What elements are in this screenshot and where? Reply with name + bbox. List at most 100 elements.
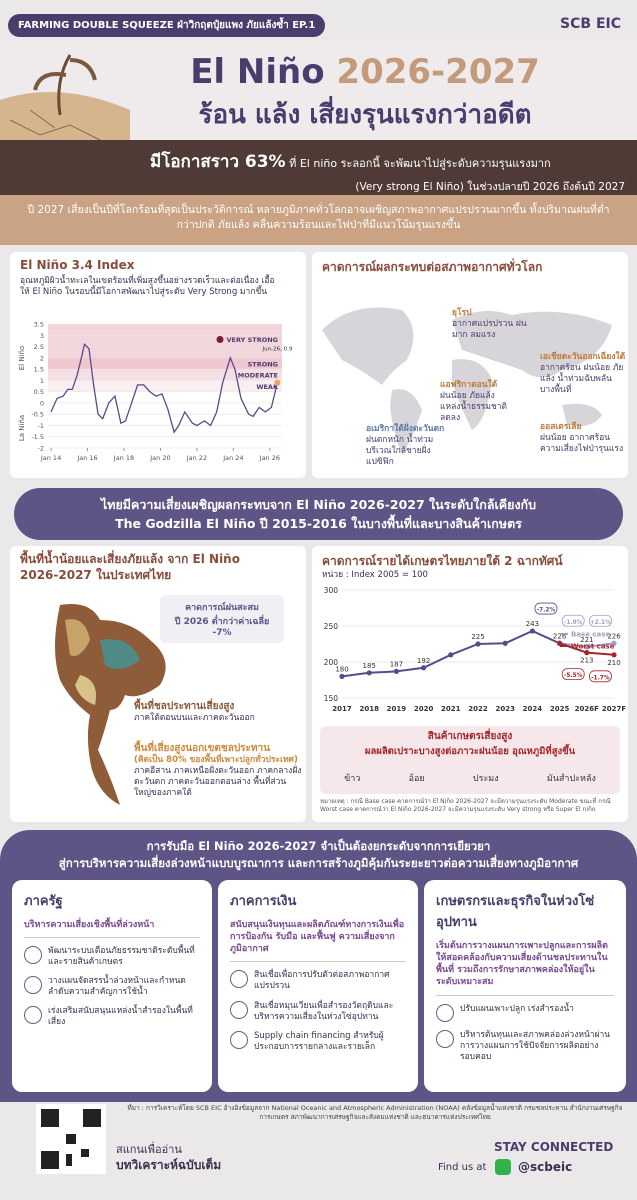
value-label: 210 — [607, 659, 620, 667]
point — [393, 668, 399, 674]
card: ภาครัฐ บริหารความเสี่ยงเชิงพื้นที่ล่วงหน… — [12, 880, 212, 1092]
item-text: บริหารต้นทุนและสภาพคล่องล่วงหน้าผ่านการว… — [460, 1029, 611, 1062]
y-tick-label: 1 — [40, 377, 44, 385]
x-tick-label: Jan 16 — [76, 454, 97, 462]
y-axis-label: La Niña — [18, 415, 26, 441]
change-label: -5.5% — [564, 673, 583, 679]
value-label: 225 — [471, 633, 484, 641]
card-subtitle: บริหารความเสี่ยงเชิงพื้นที่ล่วงหน้า — [24, 919, 200, 939]
item-text: พัฒนาระบบเตือนภัยธรรมชาติระดับพื้นที่และ… — [48, 946, 195, 968]
crop-item: อ้อย — [408, 774, 425, 784]
x-tick-label: Jan 24 — [222, 454, 243, 462]
highlight-lead: มีโอกาสราว 63% — [150, 152, 286, 172]
series-tag: FARMING DOUBLE SQUEEZE ฝ่าวิกฤตปุ๋ยแพง ภ… — [8, 14, 326, 37]
band-label: STRONG — [248, 360, 278, 368]
logo: SCB EIC — [560, 16, 621, 32]
x-tick-label: 2020 — [414, 705, 434, 713]
latest-point — [274, 379, 281, 386]
y-tick-label: 150 — [324, 694, 339, 703]
y-tick-label: 200 — [324, 658, 339, 667]
y-tick-label: 2 — [40, 354, 44, 362]
x-tick-label: 2026F — [575, 705, 599, 713]
y-tick-label: 300 — [324, 586, 339, 595]
region-name: อเมริกาใต้ฝั่งตะวันตก — [366, 424, 445, 434]
change-badge — [588, 670, 612, 683]
y-tick-label: 0 — [40, 399, 44, 407]
crop-item: ข้าว — [344, 774, 361, 784]
item-text: วางแผนจัดสรรน้ำล่วงหน้าและกำหนดลำดับความ… — [48, 976, 186, 998]
legend-label: Base case — [571, 631, 610, 639]
value-label: 221 — [580, 636, 593, 644]
subtitle: ร้อน แล้ง เสี่ยงรุนแรงกว่าอดีต — [198, 100, 532, 130]
enso-chart: VERY STRONG STRONG MODERATE WEAK 3.5 3 2.5 2 1.5… — [18, 321, 293, 463]
change-badge — [561, 668, 585, 681]
crop-item: ประมง — [472, 774, 499, 784]
y-tick-label: 3.5 — [34, 321, 44, 329]
panel-title: El Niño 3.4 Index — [20, 258, 135, 272]
region-note: ยุโรป อากาศแปรปรวน ฝนมาก ลมแรง — [452, 308, 532, 341]
card-item: บริหารต้นทุนและสภาพคล่องล่วงหน้าผ่านการว… — [436, 1029, 614, 1063]
legend-label: Worst case — [571, 643, 615, 651]
item-text: สินเชื่อหมุนเวียนเพื่อสำรองวัตถุดิบและบร… — [254, 1000, 394, 1022]
x-tick-label: Jan 26 — [259, 454, 280, 462]
value-label: 192 — [417, 657, 430, 665]
point — [421, 665, 427, 671]
card-item: วางแผนจัดสรรน้ำล่วงหน้าและกำหนดลำดับความ… — [24, 976, 200, 998]
change-badge — [534, 602, 558, 615]
zone-text: ภาคใต้ตอนบนและภาคตะวันออก — [134, 713, 255, 724]
x-tick-label: 2022 — [468, 705, 488, 713]
card-subtitle: สนับสนุนเงินทุนและผลิตภัณฑ์ทางการเงินเพื… — [230, 919, 406, 963]
card-title: ภาครัฐ — [24, 894, 63, 909]
x-tick-label: 2017 — [332, 705, 352, 713]
income-chart: 150 200 250 300 2017 2018 2019 2020 2021 2022 2023… — [324, 586, 626, 713]
card-item: สินเชื่อเพื่อการปรับตัวต่อสภาพอากาศแปรปร… — [230, 970, 406, 992]
x-tick-label: 2024 — [523, 705, 543, 713]
highlight-banner: มีโอกาสราว 63% ที่ El niño ระลอกนี้ จะพั… — [0, 140, 637, 195]
point — [611, 652, 617, 658]
scan-line: สแกนเพื่ออ่าน — [116, 1143, 182, 1156]
value-label: 185 — [363, 662, 376, 670]
y-axis-label: El Niño — [18, 346, 26, 371]
panel-title: คาดการณ์ผลกระทบต่อสภาพอากาศทั่วโลก — [322, 260, 543, 274]
region-name: ออสเตรเลีย — [540, 422, 582, 432]
card-item: Supply chain financing สำหรับผู้ประกอบกา… — [230, 1030, 406, 1053]
response-heading: การรับมือ El Niño 2026-2027 จำเป็นต้องยก… — [10, 838, 627, 873]
band-label: VERY STRONG — [226, 336, 278, 344]
card-title: ภาคการเงิน — [230, 894, 297, 909]
zone-title: พื้นที่ชลประทานเสี่ยงสูง — [134, 701, 235, 712]
point — [584, 644, 590, 650]
x-tick-label: Jan 14 — [40, 454, 61, 462]
zone-title: พื้นที่เสี่ยงสูงนอกเขตชลประทาน — [134, 743, 270, 754]
point — [475, 641, 481, 647]
highlight-line: (Very strong El Niño) ในช่วงปลายปี 2026 … — [355, 181, 625, 193]
change-badge — [588, 614, 612, 627]
change-badge — [561, 614, 585, 627]
threshold-band — [48, 324, 282, 358]
title-background — [0, 40, 637, 150]
x-tick-label: 2027F — [602, 705, 626, 713]
card-item: เร่งเสริมสนับสนุนแหล่งน้ำสำรองในพื้นที่เ… — [24, 1006, 200, 1028]
point — [339, 673, 345, 679]
zone-note: พื้นที่เสี่ยงสูงนอกเขตชลประทาน (คิดเป็น 8… — [134, 742, 302, 799]
value-label: 243 — [526, 620, 539, 628]
source: ที่มา : การวิเคราะห์โดย SCB EIC อ้างอิงข… — [127, 1104, 623, 1121]
y-tick-label: 0.5 — [34, 388, 44, 396]
point — [529, 628, 535, 634]
region-name: แอฟริกาตอนใต้ — [440, 380, 498, 390]
change-label: -1.7% — [591, 675, 610, 681]
x-tick-label: 2021 — [441, 705, 461, 713]
zone-text: ภาคอีสาน ภาคเหนือฝั่งตะวันออก ภาคกลางฝั่… — [134, 766, 302, 799]
title-years: 2026-2027 — [336, 52, 540, 92]
card-subtitle: เริ่มต้นการวางแผนการเพาะปลูกและการผลิตให… — [436, 940, 614, 996]
value-label: 187 — [390, 660, 403, 668]
world-map — [322, 307, 612, 455]
highlight-line: ที่ El niño ระลอกนี้ จะพัฒนาไปสู่ระดับคว… — [289, 157, 551, 170]
region-note: ออสเตรเลีย ฝนน้อย อากาศร้อน ความเสี่ยงไฟป… — [540, 422, 624, 455]
value-label: 180 — [335, 665, 348, 673]
scan-line: บทวิเคราะห์ฉบับเต็ม — [116, 1158, 222, 1172]
item-text: ปรับแผนเพาะปลูก เร่งสำรองน้ำ — [460, 1003, 574, 1014]
item-text: เร่งเสริมสนับสนุนแหล่งน้ำสำรองในพื้นที่เ… — [48, 1006, 193, 1028]
region-note: อเมริกาใต้ฝั่งตะวันตก ฝนตกหนัก น้ำท่วม บร… — [366, 424, 446, 468]
card: ภาคการเงิน สนับสนุนเงินทุนและผลิตภัณฑ์ทา… — [218, 880, 418, 1092]
